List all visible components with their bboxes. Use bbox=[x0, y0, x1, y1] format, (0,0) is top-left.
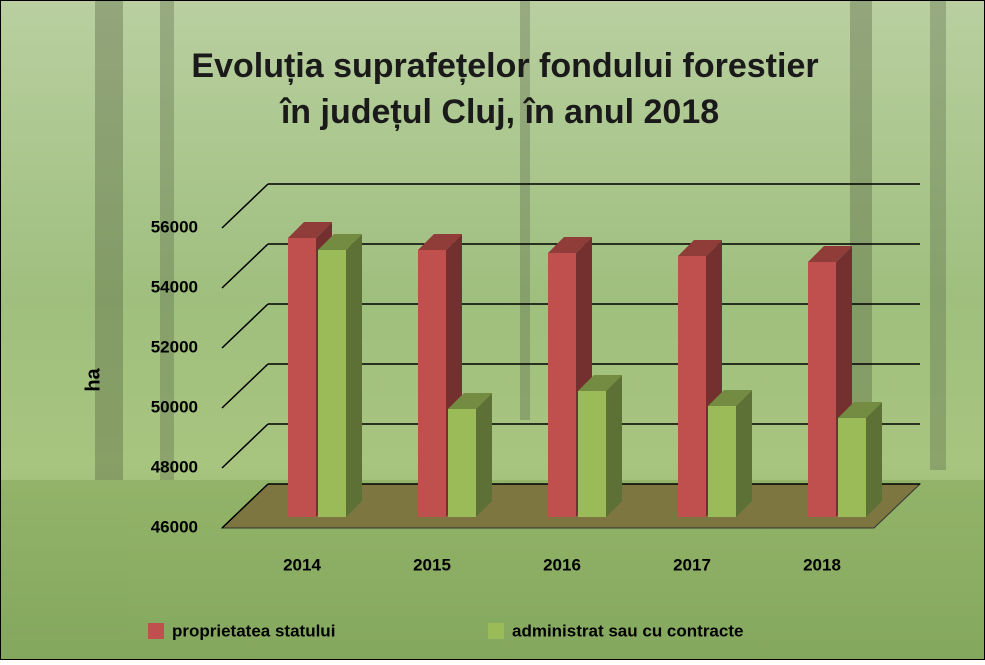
bar-face bbox=[736, 390, 752, 517]
x-tick-label: 2017 bbox=[673, 555, 711, 574]
bar-face bbox=[548, 237, 592, 253]
bar-face bbox=[808, 262, 836, 517]
y-axis-label: ha bbox=[82, 367, 104, 391]
legend-swatch bbox=[148, 623, 164, 639]
bar-face bbox=[418, 250, 446, 517]
bar-face bbox=[418, 234, 462, 250]
grid-line bbox=[221, 363, 269, 409]
y-tick-label: 46000 bbox=[151, 517, 198, 536]
bar-face bbox=[548, 253, 576, 517]
bar bbox=[318, 234, 362, 517]
chart-title: în județul Cluj, în anul 2018 bbox=[279, 93, 719, 131]
y-tick-label: 52000 bbox=[151, 337, 198, 356]
bar-face bbox=[476, 393, 492, 517]
y-tick-label: 48000 bbox=[151, 457, 198, 476]
x-tick-label: 2016 bbox=[543, 555, 581, 574]
bar-face bbox=[866, 402, 882, 517]
y-tick-label: 56000 bbox=[151, 217, 198, 236]
x-tick-label: 2018 bbox=[803, 555, 841, 574]
bar-face bbox=[606, 375, 622, 517]
grid-line bbox=[221, 423, 269, 469]
bar-face bbox=[288, 238, 316, 517]
grid-line bbox=[221, 303, 269, 349]
bar bbox=[448, 393, 492, 517]
bar-face bbox=[708, 390, 752, 406]
bar-face bbox=[838, 418, 866, 517]
bar-face bbox=[346, 234, 362, 517]
chart-title: Evoluția suprafețelor fondului forestier bbox=[191, 47, 818, 85]
legend-label: proprietatea statului bbox=[172, 621, 335, 640]
legend-swatch bbox=[488, 623, 504, 639]
bar-face bbox=[288, 222, 332, 238]
bar-face bbox=[678, 240, 722, 256]
bar-face bbox=[678, 256, 706, 517]
legend-label: administrat sau cu contracte bbox=[512, 621, 743, 640]
grid-line bbox=[221, 183, 269, 229]
bar-face bbox=[318, 234, 362, 250]
bar-face bbox=[838, 402, 882, 418]
y-tick-label: 50000 bbox=[151, 397, 198, 416]
x-tick-label: 2014 bbox=[283, 555, 321, 574]
y-tick-label: 54000 bbox=[151, 277, 198, 296]
bar-face bbox=[448, 393, 492, 409]
bar bbox=[708, 390, 752, 517]
bar-face bbox=[708, 406, 736, 517]
bar bbox=[578, 375, 622, 517]
bar-face bbox=[578, 375, 622, 391]
bar-face bbox=[448, 409, 476, 517]
bar-face bbox=[808, 246, 852, 262]
bar-face bbox=[578, 391, 606, 517]
bar-face bbox=[318, 250, 346, 517]
bar bbox=[838, 402, 882, 517]
grid-line bbox=[221, 483, 269, 529]
x-tick-label: 2015 bbox=[413, 555, 451, 574]
grid-line bbox=[221, 243, 269, 289]
